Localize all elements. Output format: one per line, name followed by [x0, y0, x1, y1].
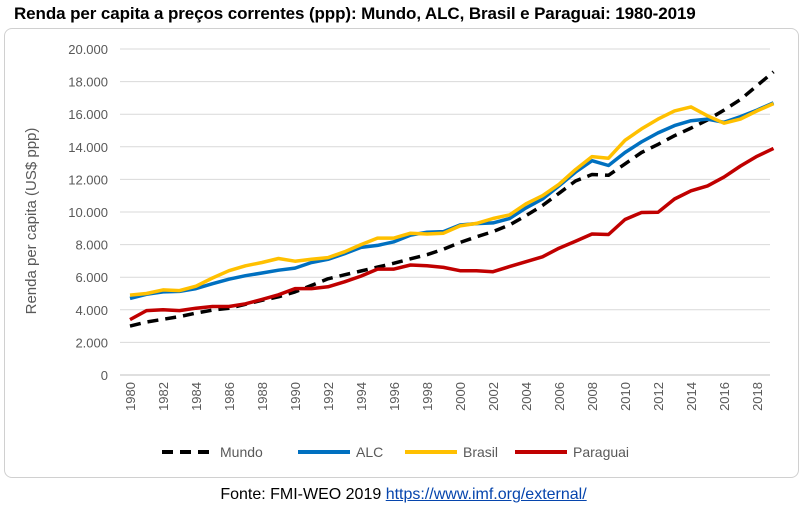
x-tick-label: 1984 — [189, 382, 204, 411]
x-tick-label: 1994 — [354, 382, 369, 411]
x-tick-label: 2016 — [717, 382, 732, 411]
x-tick-label: 2014 — [684, 382, 699, 411]
x-tick-label: 2008 — [585, 382, 600, 411]
x-tick-label: 1992 — [321, 382, 336, 411]
y-tick-label: 6.000 — [75, 270, 108, 285]
grid-layer — [120, 48, 770, 376]
x-tick-label: 1998 — [420, 382, 435, 411]
legend-label-alc: ALC — [356, 444, 383, 460]
x-tick-label: 2012 — [651, 382, 666, 411]
y-tick-label: 0 — [101, 368, 108, 383]
x-tick-label: 1988 — [255, 382, 270, 411]
y-tick-label: 2.000 — [75, 335, 108, 350]
legend: Mundo ALC Brasil Paraguai — [162, 444, 629, 460]
y-tick-label: 14.000 — [68, 140, 108, 155]
legend-label-brasil: Brasil — [463, 444, 498, 460]
y-axis-title: Renda per capita (US$ ppp) — [23, 128, 40, 315]
x-tick-label: 1982 — [156, 382, 171, 411]
y-tick-label: 4.000 — [75, 303, 108, 318]
y-tick-label: 16.000 — [68, 107, 108, 122]
y-tick-label: 8.000 — [75, 238, 108, 253]
x-tick-label: 2018 — [750, 382, 765, 411]
y-tick-label: 20.000 — [68, 42, 108, 57]
legend-label-paraguai: Paraguai — [573, 444, 629, 460]
chart-title: Renda per capita a preços correntes (ppp… — [14, 4, 696, 23]
y-tick-label: 10.000 — [68, 205, 108, 220]
x-tick-label: 2000 — [453, 382, 468, 411]
x-tick-label: 1980 — [123, 382, 138, 411]
source-link[interactable]: https://www.imf.org/external/ — [385, 486, 587, 503]
series-line-brasil — [129, 101, 775, 297]
x-tick-label: 1996 — [387, 382, 402, 411]
x-tick-label: 1990 — [288, 382, 303, 411]
source-label: Fonte: FMI-WEO 2019 — [220, 486, 382, 503]
x-tick-label: 2002 — [486, 382, 501, 411]
legend-label-mundo: Mundo — [220, 444, 263, 460]
y-tick-labels: 0 2.000 4.000 6.000 8.000 10.000 12.000 14.000 1… — [68, 42, 108, 383]
x-tick-label: 2006 — [552, 382, 567, 411]
x-tick-labels: 1980 1982 1984 1986 1988 1990 1992 1994 1996 1998… — [123, 382, 765, 411]
x-tick-label: 2004 — [519, 382, 534, 411]
y-tick-label: 18.000 — [68, 75, 108, 90]
x-tick-label: 1986 — [222, 382, 237, 411]
source-footer: Fonte: FMI-WEO 2019 https://www.imf.org/… — [0, 486, 807, 504]
y-tick-label: 12.000 — [68, 172, 108, 187]
series-line-paraguai — [129, 146, 775, 322]
x-tick-label: 2010 — [618, 382, 633, 411]
chart-frame — [4, 28, 799, 478]
series-layer — [129, 70, 775, 328]
